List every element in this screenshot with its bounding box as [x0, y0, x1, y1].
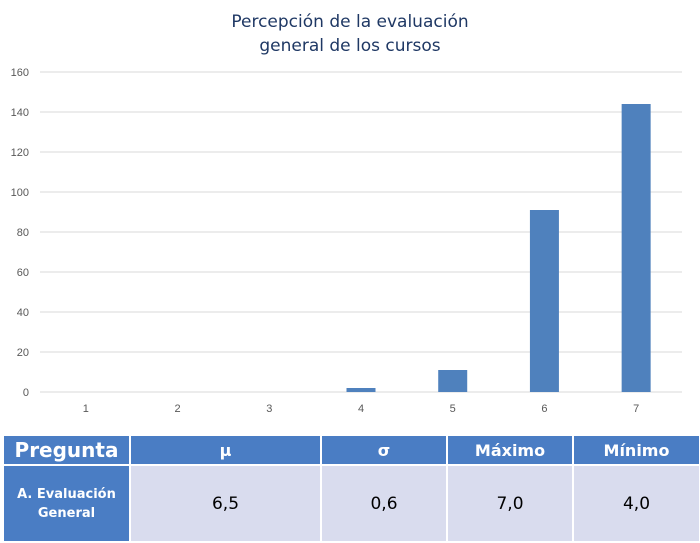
y-tick-label: 80: [17, 227, 29, 239]
header-min: Mínimo: [572, 434, 700, 466]
x-tick-label: 3: [266, 403, 272, 415]
stats-table: Pregunta µ σ Máximo Mínimo A. Evaluación…: [2, 434, 700, 543]
y-tick-label: 160: [11, 67, 29, 79]
x-tick-label: 5: [450, 403, 456, 415]
y-tick-label: 60: [17, 267, 29, 279]
x-tick-label: 1: [83, 403, 89, 415]
cell-min: 4,0: [572, 464, 700, 543]
y-tick-label: 140: [11, 107, 29, 119]
y-tick-label: 100: [11, 187, 29, 199]
bar-6: [529, 210, 559, 392]
chart-title-line-2: general de los cursos: [259, 36, 441, 56]
y-tick-label: 40: [17, 307, 29, 319]
row-label-line-1: A. Evaluación: [17, 486, 116, 502]
cell-max: 7,0: [446, 464, 574, 543]
x-tick-label: 2: [175, 403, 181, 415]
y-tick-label: 20: [17, 347, 29, 359]
table-header-row: Pregunta µ σ Máximo Mínimo: [2, 434, 700, 466]
y-tick-label: 0: [23, 387, 29, 399]
header-std: σ: [320, 434, 448, 466]
header-max: Máximo: [446, 434, 574, 466]
bar-5: [438, 370, 468, 392]
header-mean: µ: [129, 434, 322, 466]
cell-std: 0,6: [320, 464, 448, 543]
bar-7: [621, 104, 651, 392]
y-tick-label: 120: [11, 147, 29, 159]
x-tick-label: 7: [633, 403, 639, 415]
x-tick-label: 4: [358, 403, 364, 415]
row-label-line-2: General: [37, 505, 96, 521]
header-pregunta: Pregunta: [2, 434, 131, 466]
chart-title: Percepción de la evaluación general de l…: [0, 10, 700, 58]
table-row: A. Evaluación General 6,5 0,6 7,0 4,0: [2, 464, 700, 543]
bar-4: [346, 388, 376, 392]
bar-chart: 0 20 40 60 80 100 120 140 160 1 2 3 4 5 6 7: [11, 67, 682, 415]
cell-mean: 6,5: [129, 464, 322, 543]
row-label: A. Evaluación General: [2, 464, 131, 543]
chart-title-line-1: Percepción de la evaluación: [231, 12, 469, 32]
x-tick-label: 6: [541, 403, 547, 415]
